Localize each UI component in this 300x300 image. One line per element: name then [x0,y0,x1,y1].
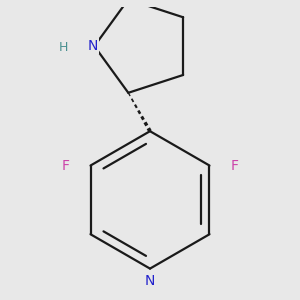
Text: N: N [145,274,155,287]
Text: H: H [59,41,68,54]
Text: F: F [231,158,239,172]
Text: N: N [87,39,98,53]
Text: F: F [61,158,69,172]
